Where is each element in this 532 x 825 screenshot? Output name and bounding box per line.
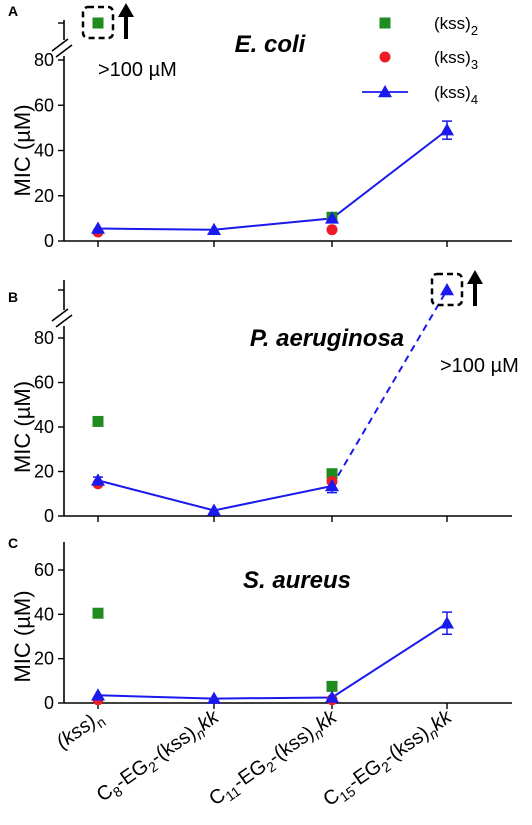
- y-tick-label: 40: [34, 604, 54, 624]
- y-tick-label: 80: [34, 328, 54, 348]
- species-title: P. aeruginosa: [250, 325, 404, 352]
- y-tick-label: 60: [34, 373, 54, 393]
- marker-kss2: [92, 415, 104, 427]
- marker-kss4: [91, 473, 105, 486]
- y-tick-label: 0: [44, 693, 54, 713]
- y-tick-label: 80: [34, 50, 54, 70]
- legend-marker-kss3: [379, 51, 391, 63]
- y-tick-label: 60: [34, 560, 54, 580]
- panel-letter: B: [8, 289, 18, 305]
- panel-b: B 0 20 40 60 80 MIC (µM) P. aeruginosa >100 µM: [8, 270, 519, 526]
- legend-label: (kss)3: [434, 48, 478, 72]
- marker-kss4: [440, 283, 454, 296]
- marker-kss2: [92, 17, 104, 29]
- offscale-annotation: >100 µM: [98, 59, 177, 81]
- marker-kss4: [91, 688, 105, 701]
- marker-kss2: [92, 607, 104, 619]
- panel-a: A 0 20 40 60 80 MIC (µM) E. coli >100 µM: [8, 3, 512, 251]
- y-axis-label: MIC (µM): [10, 590, 35, 682]
- offscale-highlight-box: [430, 272, 464, 307]
- marker-kss4: [207, 691, 221, 704]
- series-line-kss4: [331, 289, 448, 487]
- y-tick-label: 40: [34, 141, 54, 161]
- marker-kss2: [326, 468, 338, 480]
- marker-kss4: [91, 221, 105, 234]
- legend-label: (kss)4: [434, 83, 478, 107]
- axis-break-mark: [51, 308, 69, 322]
- offscale-annotation: >100 µM: [440, 355, 519, 377]
- marker-kss4: [440, 123, 454, 136]
- marker-kss4: [325, 690, 339, 703]
- series-line-kss4: [97, 129, 448, 231]
- y-tick-label: 20: [34, 462, 54, 482]
- legend: (kss)2 (kss)3 (kss)4: [362, 14, 478, 107]
- x-category-label: (kss)n: [52, 706, 108, 756]
- marker-kss4: [325, 478, 339, 492]
- panel-letter: A: [8, 3, 18, 19]
- marker-kss4: [325, 211, 339, 224]
- legend-label: (kss)2: [434, 14, 478, 38]
- species-title: E. coli: [235, 31, 307, 58]
- y-tick-label: 20: [34, 649, 54, 669]
- y-tick-label: 0: [44, 506, 54, 526]
- panel-c: C 0 20 40 60 MIC (µM) S. aureus: [8, 535, 512, 713]
- species-title: S. aureus: [243, 567, 351, 594]
- offscale-highlight-box: [81, 5, 115, 40]
- y-tick-label: 20: [34, 186, 54, 206]
- axis-break-mark: [55, 314, 73, 328]
- x-category-labels: (kss)nC8-EG2-(kss)nkkC11-EG2-(kss)nkkC15…: [52, 706, 458, 814]
- y-tick-label: 0: [44, 231, 54, 251]
- y-axis-label: MIC (µM): [10, 104, 35, 196]
- legend-marker-kss2: [379, 17, 391, 29]
- marker-kss3: [326, 224, 338, 236]
- marker-kss2: [326, 680, 338, 692]
- up-arrow-head: [118, 3, 134, 17]
- legend-marker-kss4: [378, 85, 392, 98]
- marker-kss4: [207, 222, 221, 235]
- axis-break-mark: [55, 44, 73, 58]
- y-tick-label: 60: [34, 95, 54, 115]
- y-tick-label: 40: [34, 417, 54, 437]
- axis-break-mark: [51, 38, 69, 52]
- y-axis-label: MIC (µM): [10, 381, 35, 473]
- up-arrow-head: [467, 270, 483, 284]
- x-category-label: C15-EG2-(kss)nkk: [319, 706, 458, 814]
- panel-letter: C: [8, 535, 18, 551]
- marker-kss4: [440, 616, 454, 629]
- marker-kss4: [207, 503, 221, 516]
- series-line-kss4: [97, 622, 448, 700]
